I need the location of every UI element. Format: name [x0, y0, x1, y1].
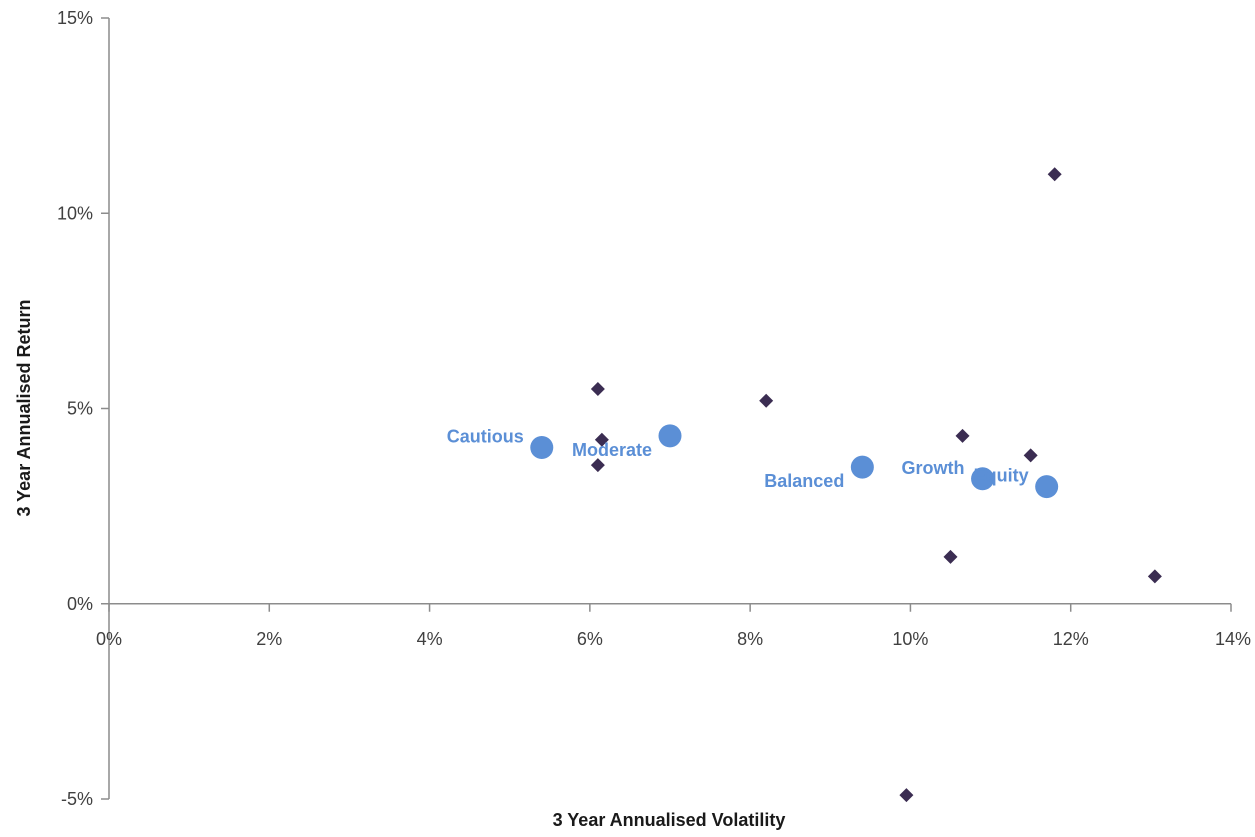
- x-axis-title: 3 Year Annualised Volatility: [553, 810, 786, 830]
- y-tick-label: 5%: [67, 399, 93, 419]
- y-tick-label: 15%: [57, 8, 93, 28]
- diamond-point: [594, 432, 609, 447]
- x-tick-label: 10%: [892, 629, 928, 649]
- ticks-layer: -5% 0% 5% 10% 15% 0% 2% 4% 6% 8% 10% 12% 14%: [57, 8, 1251, 809]
- circle-point-moderate: [658, 424, 682, 448]
- point-label-moderate: Moderate: [572, 440, 652, 460]
- x-tick-label: 8%: [737, 629, 763, 649]
- diamond-point: [943, 549, 958, 564]
- y-tick-label: 10%: [57, 203, 93, 223]
- diamond-point: [1047, 167, 1062, 182]
- points-layer: [530, 167, 1162, 803]
- x-tick-label: 14%: [1215, 629, 1251, 649]
- circle-point-growth: [971, 467, 995, 491]
- point-label-growth: Growth: [902, 458, 965, 478]
- diamond-point: [1023, 448, 1038, 463]
- point-label-cautious: Cautious: [447, 427, 524, 447]
- point-label-balanced: Balanced: [764, 471, 844, 491]
- circle-point-equity: [1035, 475, 1059, 499]
- diamond-point: [759, 393, 774, 408]
- y-tick-label: 0%: [67, 594, 93, 614]
- labels-layer: Cautious Moderate Balanced Growth Equity: [447, 427, 1029, 492]
- circle-point-cautious: [530, 436, 554, 460]
- diamond-point: [1147, 569, 1162, 584]
- axes-layer: [108, 18, 1231, 799]
- diamond-point: [955, 428, 970, 443]
- diamond-point: [590, 381, 605, 396]
- y-tick-label: -5%: [61, 789, 93, 809]
- circle-point-balanced: [850, 455, 874, 479]
- diamond-point: [590, 458, 605, 473]
- x-tick-label: 2%: [256, 629, 282, 649]
- diamond-point: [899, 788, 914, 803]
- x-tick-label: 4%: [417, 629, 443, 649]
- y-axis-title: 3 Year Annualised Return: [14, 299, 34, 516]
- x-tick-label: 6%: [577, 629, 603, 649]
- point-label-equity: Equity: [974, 466, 1029, 486]
- x-tick-label: 12%: [1053, 629, 1089, 649]
- x-tick-label: 0%: [96, 629, 122, 649]
